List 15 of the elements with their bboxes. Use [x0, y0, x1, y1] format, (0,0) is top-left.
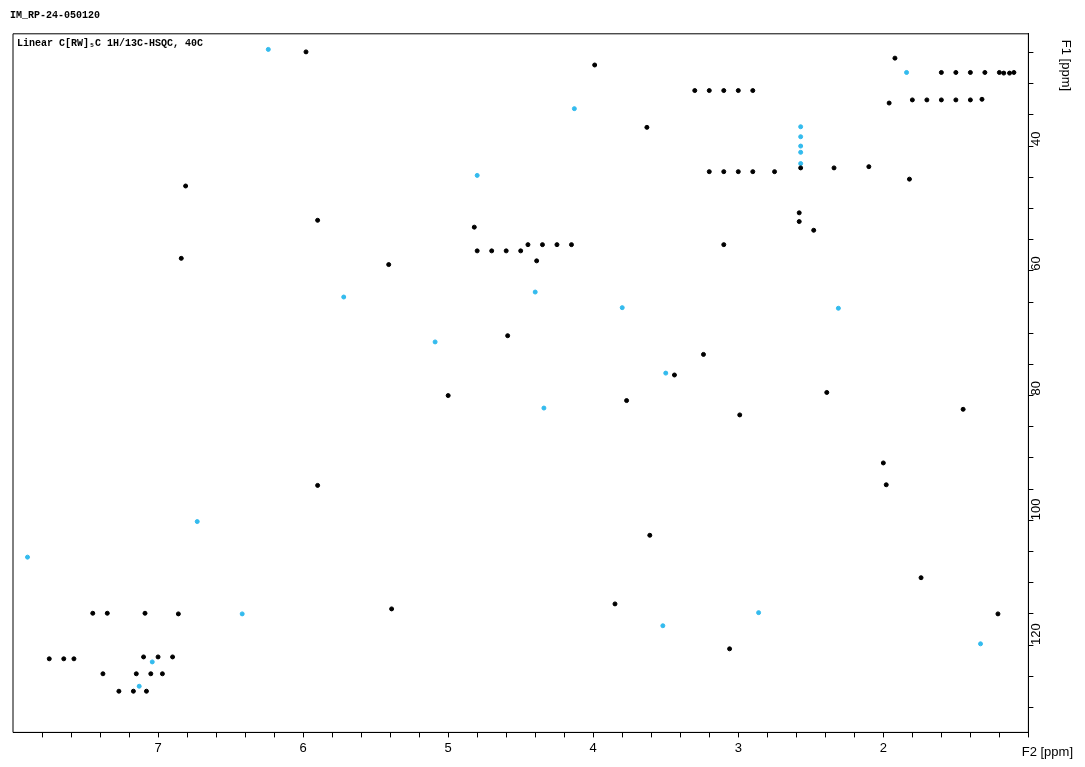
- y-tick-label: 100: [1027, 498, 1043, 521]
- x-axis-title: F2 [ppm]: [1021, 743, 1073, 759]
- y-axis-title: F1 [ppm]: [1058, 39, 1074, 92]
- chart-title: IM_RP-24-050120: [9, 9, 101, 23]
- chart-subtitle: Linear C[RW]₅C 1H/13C-HSQC, 40C: [17, 38, 204, 50]
- y-tick-label: 80: [1027, 381, 1043, 396]
- y-tick-label: 40: [1027, 131, 1043, 147]
- x-tick-label: 2: [879, 739, 887, 755]
- x-tick-label: 3: [734, 739, 742, 755]
- x-tick-label: 4: [589, 739, 597, 755]
- x-tick-label: 6: [299, 739, 307, 755]
- y-tick-label: 60: [1027, 256, 1043, 271]
- x-tick-label: 5: [444, 739, 452, 755]
- x-tick-label: 7: [154, 739, 162, 755]
- y-tick-label: 120: [1027, 623, 1043, 646]
